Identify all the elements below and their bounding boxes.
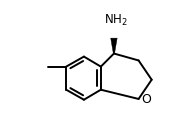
Polygon shape [111, 38, 117, 54]
Text: NH$_2$: NH$_2$ [104, 13, 128, 28]
Text: O: O [142, 93, 151, 106]
